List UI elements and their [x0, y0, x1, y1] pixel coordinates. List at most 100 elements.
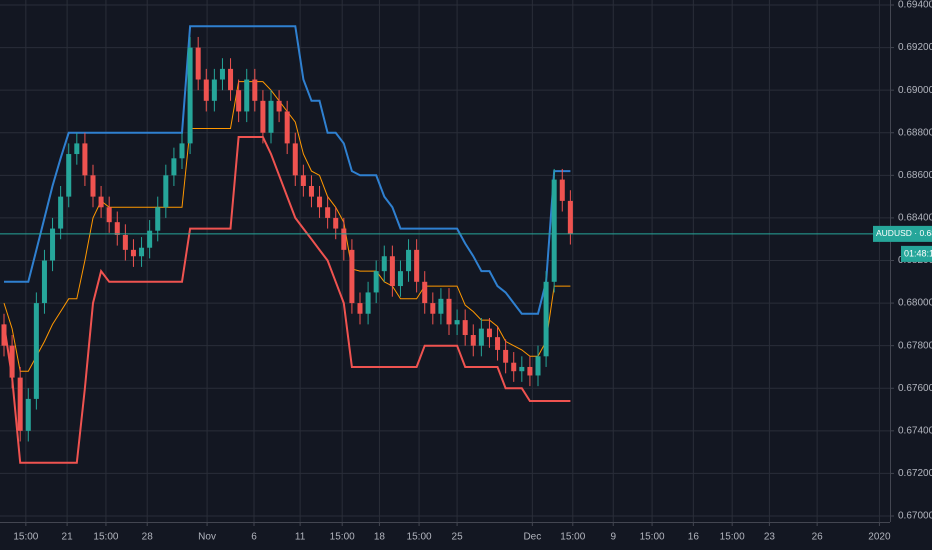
y-tick-label: 0.68000	[898, 298, 932, 309]
candle-body	[58, 196, 64, 229]
x-tick-label: 18	[374, 532, 386, 543]
candle-body	[446, 298, 452, 325]
candle-body	[503, 349, 509, 363]
candle-body	[98, 196, 104, 208]
candles	[1, 36, 573, 442]
candle-body	[163, 175, 169, 208]
candle-body	[308, 185, 314, 197]
y-tick-label: 0.69400	[898, 0, 932, 11]
candle-body	[114, 222, 120, 235]
candle-body	[543, 281, 549, 357]
candle-body	[341, 228, 347, 250]
y-tick-label: 0.67200	[898, 468, 932, 479]
last-price-box	[873, 225, 932, 242]
candle-body	[470, 335, 476, 346]
candle-body	[478, 328, 484, 346]
candle-body	[486, 328, 492, 338]
candle-body	[252, 79, 258, 101]
candle-body	[106, 207, 112, 223]
candle-body	[422, 281, 428, 304]
candle-body	[397, 271, 403, 287]
candle-body	[9, 345, 15, 378]
candle-body	[147, 230, 153, 248]
candle-body	[551, 179, 557, 282]
candle-body	[139, 247, 145, 257]
candle-body	[317, 196, 323, 208]
y-tick-label: 0.69200	[898, 42, 932, 53]
y-tick-label: 0.68800	[898, 127, 932, 138]
candle-body	[365, 292, 371, 314]
candle-body	[179, 143, 185, 159]
channel-line	[4, 25, 571, 315]
x-tick-label: 15:00	[330, 532, 355, 543]
x-tick-label: 21	[62, 532, 74, 543]
x-tick-label: 9	[610, 532, 616, 543]
x-tick-label: 15:00	[640, 532, 665, 543]
candle-body	[219, 68, 225, 80]
candle-body	[244, 79, 250, 112]
candle-body	[211, 79, 217, 101]
y-tick-label: 0.68400	[898, 213, 932, 224]
x-tick-label: 15:00	[93, 532, 118, 543]
candle-body	[276, 100, 282, 112]
y-tick-label: 0.67600	[898, 383, 932, 394]
candle-body	[511, 362, 517, 372]
candle-body	[527, 366, 533, 376]
x-tick-label: 23	[764, 532, 776, 543]
candle-body	[325, 207, 331, 218]
x-tick-label: 15:00	[560, 532, 585, 543]
candle-body	[203, 79, 209, 101]
candle-body	[454, 320, 460, 325]
candle-body	[559, 179, 565, 201]
candle-body	[90, 175, 96, 197]
candle-body	[381, 256, 387, 272]
candle-body	[25, 398, 31, 431]
candle-body	[535, 356, 541, 376]
candle-body	[82, 143, 88, 176]
candle-body	[430, 303, 436, 314]
candle-body	[414, 249, 420, 282]
candle-body	[74, 143, 80, 155]
y-tick-label: 0.68600	[898, 170, 932, 181]
countdown-box	[901, 245, 932, 262]
x-tick-label: 6	[251, 532, 257, 543]
candle-body	[300, 175, 306, 186]
candle-body	[130, 249, 136, 257]
candle-body	[284, 111, 290, 144]
candle-body	[66, 154, 72, 197]
candle-body	[41, 260, 47, 304]
candle-body	[122, 234, 128, 250]
candle-body	[260, 100, 266, 133]
candle-body	[389, 256, 395, 287]
y-tick-label: 0.67800	[898, 340, 932, 351]
candle-body	[349, 249, 355, 304]
candle-body	[373, 271, 379, 293]
countdown-label: 01:48:16	[904, 248, 932, 258]
candle-body	[438, 298, 444, 314]
candle-body	[292, 143, 298, 176]
candle-body	[50, 228, 56, 261]
x-tick-label: 28	[142, 532, 154, 543]
y-tick-label: 0.67400	[898, 425, 932, 436]
y-tick-label: 0.69000	[898, 85, 932, 96]
candle-body	[519, 366, 525, 372]
x-tick-label: Dec	[523, 532, 541, 543]
candle-body	[567, 200, 573, 234]
candle-body	[236, 90, 242, 112]
candle-body	[333, 217, 339, 229]
x-tick-label: 16	[688, 532, 700, 543]
x-tick-label: 25	[452, 532, 464, 543]
candle-body	[17, 377, 23, 431]
candle-body	[268, 100, 274, 133]
channel-line	[3, 136, 571, 464]
candle-body	[187, 47, 193, 144]
x-tick-label: 2020	[868, 532, 891, 543]
candle-body	[462, 320, 468, 336]
candle-body	[171, 158, 177, 176]
candle-body	[228, 68, 234, 91]
last-price-label: AUDUSD · 0.68325	[876, 228, 932, 238]
x-tick-label: 15:00	[407, 532, 432, 543]
